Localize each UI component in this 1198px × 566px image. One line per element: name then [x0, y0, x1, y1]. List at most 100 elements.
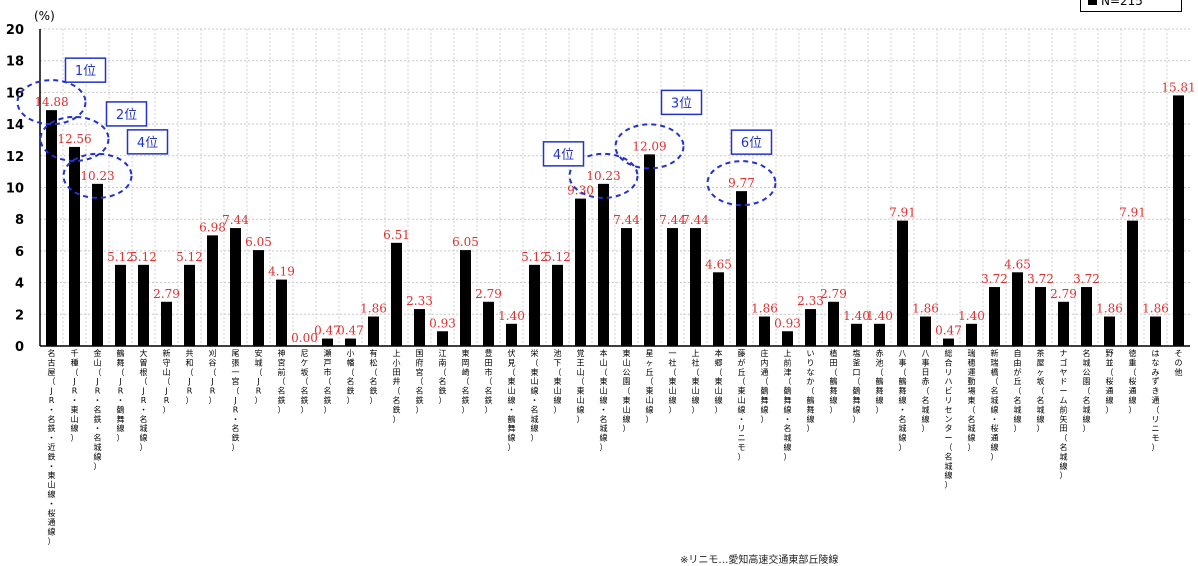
x-tick-label: 鶴舞（ J R ・鶴舞線）	[117, 348, 125, 443]
data-label: 12.09	[632, 139, 666, 153]
bar	[207, 235, 218, 346]
x-tick-label: 上社（東山線）	[692, 349, 700, 414]
y-tick-label: 20	[6, 23, 24, 38]
data-label: 1.40	[498, 309, 525, 323]
bar	[1150, 316, 1161, 346]
data-label: 10.23	[80, 169, 114, 183]
data-label: 3.72	[981, 272, 1008, 286]
rank-label: 3位	[671, 96, 692, 111]
data-label: 7.91	[1119, 206, 1146, 220]
rank-circle	[39, 115, 110, 162]
y-axis-label: (%)	[34, 9, 55, 23]
x-tick-label: 名城公園（名城線）	[1083, 348, 1091, 433]
data-label: 1.40	[866, 309, 893, 323]
rank-label: 1位	[75, 64, 96, 79]
bar	[253, 250, 264, 346]
x-tick-label: 野並（桜通線）	[1106, 349, 1114, 414]
rank-label: 6位	[741, 136, 762, 151]
data-label: 5.12	[107, 250, 134, 264]
data-label: 7.44	[682, 213, 709, 227]
bar	[713, 272, 724, 346]
x-tick-label: 東山公園（東山線）	[623, 348, 631, 433]
data-label: 14.88	[34, 95, 68, 109]
data-label: 7.44	[659, 213, 686, 227]
x-tick-label: 瑞穂運動場東（名城線）	[968, 348, 976, 452]
bar	[690, 228, 701, 346]
bar	[345, 338, 356, 346]
rank-box	[126, 129, 169, 155]
bar	[874, 323, 885, 346]
data-label: 7.91	[889, 206, 916, 220]
bar	[736, 191, 747, 346]
data-label: 1.40	[843, 309, 870, 323]
bar	[460, 250, 471, 346]
x-tick-label: 金山（ J R ・名鉄・名城線）	[94, 348, 102, 471]
bar	[184, 264, 195, 346]
x-tick-label: 茶屋ヶ坂（名城線）	[1037, 348, 1045, 433]
x-tick-label: ナゴヤドーム前矢田（名城線）	[1060, 349, 1068, 480]
x-tick-label: 神宮前（名鉄）	[278, 348, 286, 414]
x-tick-label: 東岡崎（名鉄）	[462, 348, 470, 414]
data-label: 3.72	[1073, 272, 1100, 286]
x-tick-label: 江南（名鉄）	[439, 349, 447, 405]
x-tick-label: 植田（鶴舞線）	[830, 348, 838, 414]
data-label: 5.12	[130, 250, 157, 264]
bar	[92, 183, 103, 346]
bar	[966, 323, 977, 346]
data-label: 0.00	[291, 331, 318, 345]
bar	[759, 316, 770, 346]
x-tick-label: 八事（鶴舞線・名城線）	[899, 349, 907, 452]
x-tick-label: 千種（ J R ・東山線）	[71, 348, 79, 443]
rank-circle	[62, 152, 133, 199]
legend-swatch	[1088, 0, 1097, 5]
x-tick-label: 尾張一宮（ J R ・名鉄）	[232, 349, 240, 452]
data-label: 0.93	[774, 316, 801, 330]
bar	[276, 279, 287, 346]
x-tick-label: 刈谷（ J R）	[209, 348, 217, 405]
x-tick-label: 本郷（東山線）	[715, 348, 723, 414]
bar	[897, 220, 908, 346]
y-tick-label: 18	[6, 55, 24, 70]
rank-circle	[614, 123, 685, 170]
x-tick-label: 有松（名鉄）	[370, 348, 378, 405]
data-label: 2.79	[475, 287, 502, 301]
x-tick-label: 星ヶ丘（東山線）	[646, 349, 654, 424]
data-label: 1.86	[1142, 302, 1169, 316]
y-tick-label: 16	[6, 86, 24, 101]
x-tick-label: 瀬戸市（名鉄）	[324, 348, 332, 414]
rank-box	[64, 57, 107, 83]
bar	[989, 287, 1000, 346]
data-label: 3.72	[1027, 272, 1054, 286]
data-label: 4.65	[705, 257, 732, 271]
bar	[414, 309, 425, 346]
data-label: 9.77	[728, 176, 755, 190]
bar	[1012, 272, 1023, 346]
data-label: 1.86	[912, 302, 939, 316]
x-tick-label: 上小田井（名鉄）	[393, 349, 401, 424]
data-label: 7.44	[613, 213, 640, 227]
bar	[483, 301, 494, 346]
data-label: 5.12	[176, 250, 203, 264]
x-tick-label: 共和（ J R）	[186, 349, 194, 405]
y-tick-label: 0	[15, 340, 24, 355]
y-tick-label: 6	[15, 245, 24, 260]
rank-circle	[16, 79, 87, 126]
bar	[851, 323, 862, 346]
legend: N=215	[1080, 0, 1182, 12]
x-tick-label: 新守山（ J R）	[163, 348, 171, 414]
bar	[1035, 287, 1046, 346]
rank-circle	[706, 160, 777, 207]
data-label: 2.79	[153, 287, 180, 301]
bar	[920, 316, 931, 346]
data-label: 1.86	[1096, 302, 1123, 316]
footnote: ※リニモ…愛知高速交通東部丘陵線	[680, 555, 839, 566]
bar	[1058, 301, 1069, 346]
legend-label: N=215	[1101, 0, 1143, 8]
data-label: 4.65	[1004, 257, 1031, 271]
bar	[644, 154, 655, 346]
data-label: 1.86	[751, 302, 778, 316]
data-label: 12.56	[57, 132, 91, 146]
bar	[667, 228, 678, 346]
x-tick-label: 覚王山（東山線）	[577, 348, 585, 424]
x-tick-label: 池下（東山線）	[554, 348, 562, 414]
